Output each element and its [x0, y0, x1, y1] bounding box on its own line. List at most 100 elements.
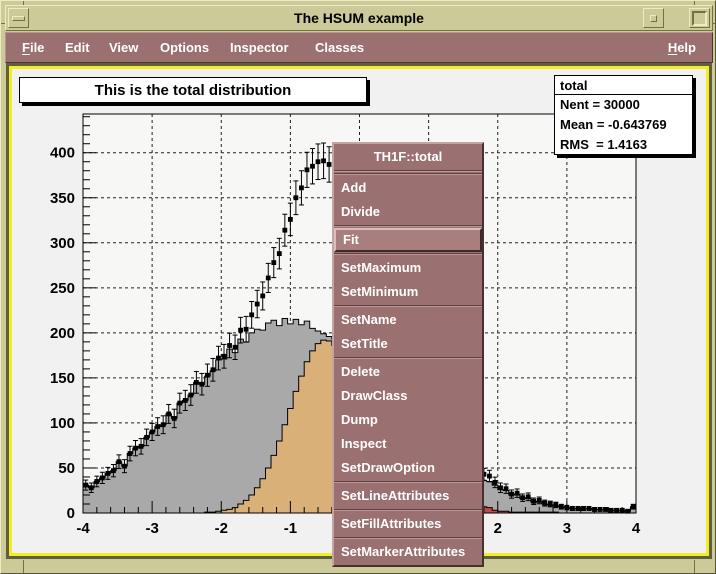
context-menu-title: TH1F::total [373, 149, 443, 164]
data-marker [564, 505, 570, 510]
menubar-item-classes[interactable]: Classes [315, 40, 365, 55]
plot-title-pave[interactable]: This is the total distribution [19, 77, 367, 103]
data-marker [160, 422, 166, 428]
data-marker [127, 451, 133, 456]
data-marker [254, 301, 260, 307]
context-menu-item-setlineattributes[interactable]: SetLineAttributes [341, 488, 450, 503]
axis-label: 150 [50, 370, 75, 387]
maximize-icon [692, 10, 707, 26]
axis-label: 350 [50, 190, 75, 207]
data-marker [88, 485, 94, 491]
context-menu-separator [334, 357, 482, 359]
stats-histogram-name: total [555, 76, 692, 95]
context-menu-item-setname[interactable]: SetName [341, 312, 397, 327]
data-marker [503, 486, 509, 492]
menubar-item-edit[interactable]: Edit [65, 40, 90, 55]
stats-pave[interactable]: total Nent = 30000 Mean = -0.643769 RMS = … [554, 75, 693, 155]
axis-label: -1 [284, 520, 297, 537]
data-marker [282, 227, 288, 233]
data-marker [188, 392, 194, 398]
frame-seam [23, 560, 24, 573]
data-marker [99, 475, 105, 481]
menubar-item-view[interactable]: View [109, 40, 139, 55]
data-marker [619, 507, 625, 513]
data-marker [260, 293, 266, 299]
context-menu-separator [334, 225, 482, 227]
axis-label: 300 [50, 235, 75, 252]
data-marker [265, 275, 271, 281]
data-marker [221, 353, 227, 359]
data-marker [216, 355, 221, 361]
context-menu-item-setfillattributes[interactable]: SetFillAttributes [341, 516, 442, 531]
data-marker [625, 508, 631, 514]
context-menu-item-delete[interactable]: Delete [341, 364, 381, 379]
context-menu-item-setmarkerattributes[interactable]: SetMarkerAttributes [341, 544, 466, 559]
data-marker [227, 343, 232, 348]
window-title: The HSUM example [294, 10, 424, 26]
menubar-item-file[interactable]: File [22, 40, 45, 55]
context-menu-item-dump[interactable]: Dump [341, 412, 378, 427]
axis-label: 3 [563, 520, 571, 537]
data-marker [575, 506, 581, 511]
maximize-button[interactable] [689, 8, 710, 28]
axis-label: -2 [215, 520, 228, 537]
frame-seam [711, 23, 715, 24]
window-menu-button[interactable] [8, 8, 29, 28]
data-marker [304, 167, 310, 173]
data-marker [133, 445, 138, 451]
data-marker [293, 195, 299, 201]
context-menu-item-setmaximum[interactable]: SetMaximum [341, 260, 422, 275]
data-marker [525, 494, 531, 500]
data-marker [171, 416, 177, 421]
data-marker [232, 344, 238, 350]
data-marker [536, 497, 542, 503]
menubar-item-help[interactable]: Help [667, 40, 696, 55]
frame-seam [694, 560, 695, 573]
menubar: File Edit View Options Inspector Classes Help [5, 32, 713, 63]
context-menu-item-add[interactable]: Add [341, 180, 367, 195]
context-menu-separator [334, 173, 482, 175]
context-menu-item-divide[interactable]: Divide [341, 204, 381, 219]
data-marker [581, 506, 586, 511]
context-menu-item-setdrawoption[interactable]: SetDrawOption [341, 460, 435, 475]
data-marker [558, 504, 564, 510]
data-marker [83, 482, 89, 488]
stats-line: RMS = 1.4163 [560, 137, 648, 152]
menubar-item-options[interactable]: Options [160, 40, 210, 55]
data-marker [193, 380, 199, 385]
axis-label: -3 [145, 520, 158, 537]
data-marker [177, 400, 183, 406]
iconify-button[interactable] [643, 8, 664, 28]
axis-label: 0 [67, 505, 75, 522]
data-marker [514, 490, 520, 496]
plot-title: This is the total distribution [94, 81, 292, 99]
data-marker [149, 429, 155, 435]
data-marker [586, 506, 592, 511]
titlebar[interactable]: The HSUM example [5, 5, 713, 31]
mnemonic-letter: H [667, 40, 678, 55]
data-marker [287, 216, 293, 222]
data-marker [547, 501, 553, 507]
context-menu-item-drawclass[interactable]: DrawClass [341, 388, 408, 403]
context-menu-separator [334, 509, 482, 511]
menubar-item-inspector[interactable]: Inspector [230, 40, 289, 55]
iconify-icon [650, 14, 657, 22]
data-marker [199, 381, 205, 387]
context-menu-separator [334, 305, 482, 307]
context-menu-item-setminimum[interactable]: SetMinimum [341, 284, 419, 299]
data-marker [111, 468, 116, 474]
data-marker [603, 506, 608, 512]
axis-label: 250 [50, 280, 75, 297]
data-marker [592, 506, 597, 512]
data-marker [210, 367, 216, 373]
context-menu-separator [334, 481, 482, 483]
data-marker [509, 491, 514, 497]
data-marker [276, 251, 282, 257]
axis-label: 100 [50, 415, 75, 432]
data-marker [243, 326, 249, 332]
context-menu-item-settitle[interactable]: SetTitle [341, 336, 388, 351]
context-menu-separator [334, 170, 482, 172]
context-menu-item-fit[interactable]: Fit [334, 228, 482, 252]
context-menu-item-inspect[interactable]: Inspect [341, 436, 387, 451]
